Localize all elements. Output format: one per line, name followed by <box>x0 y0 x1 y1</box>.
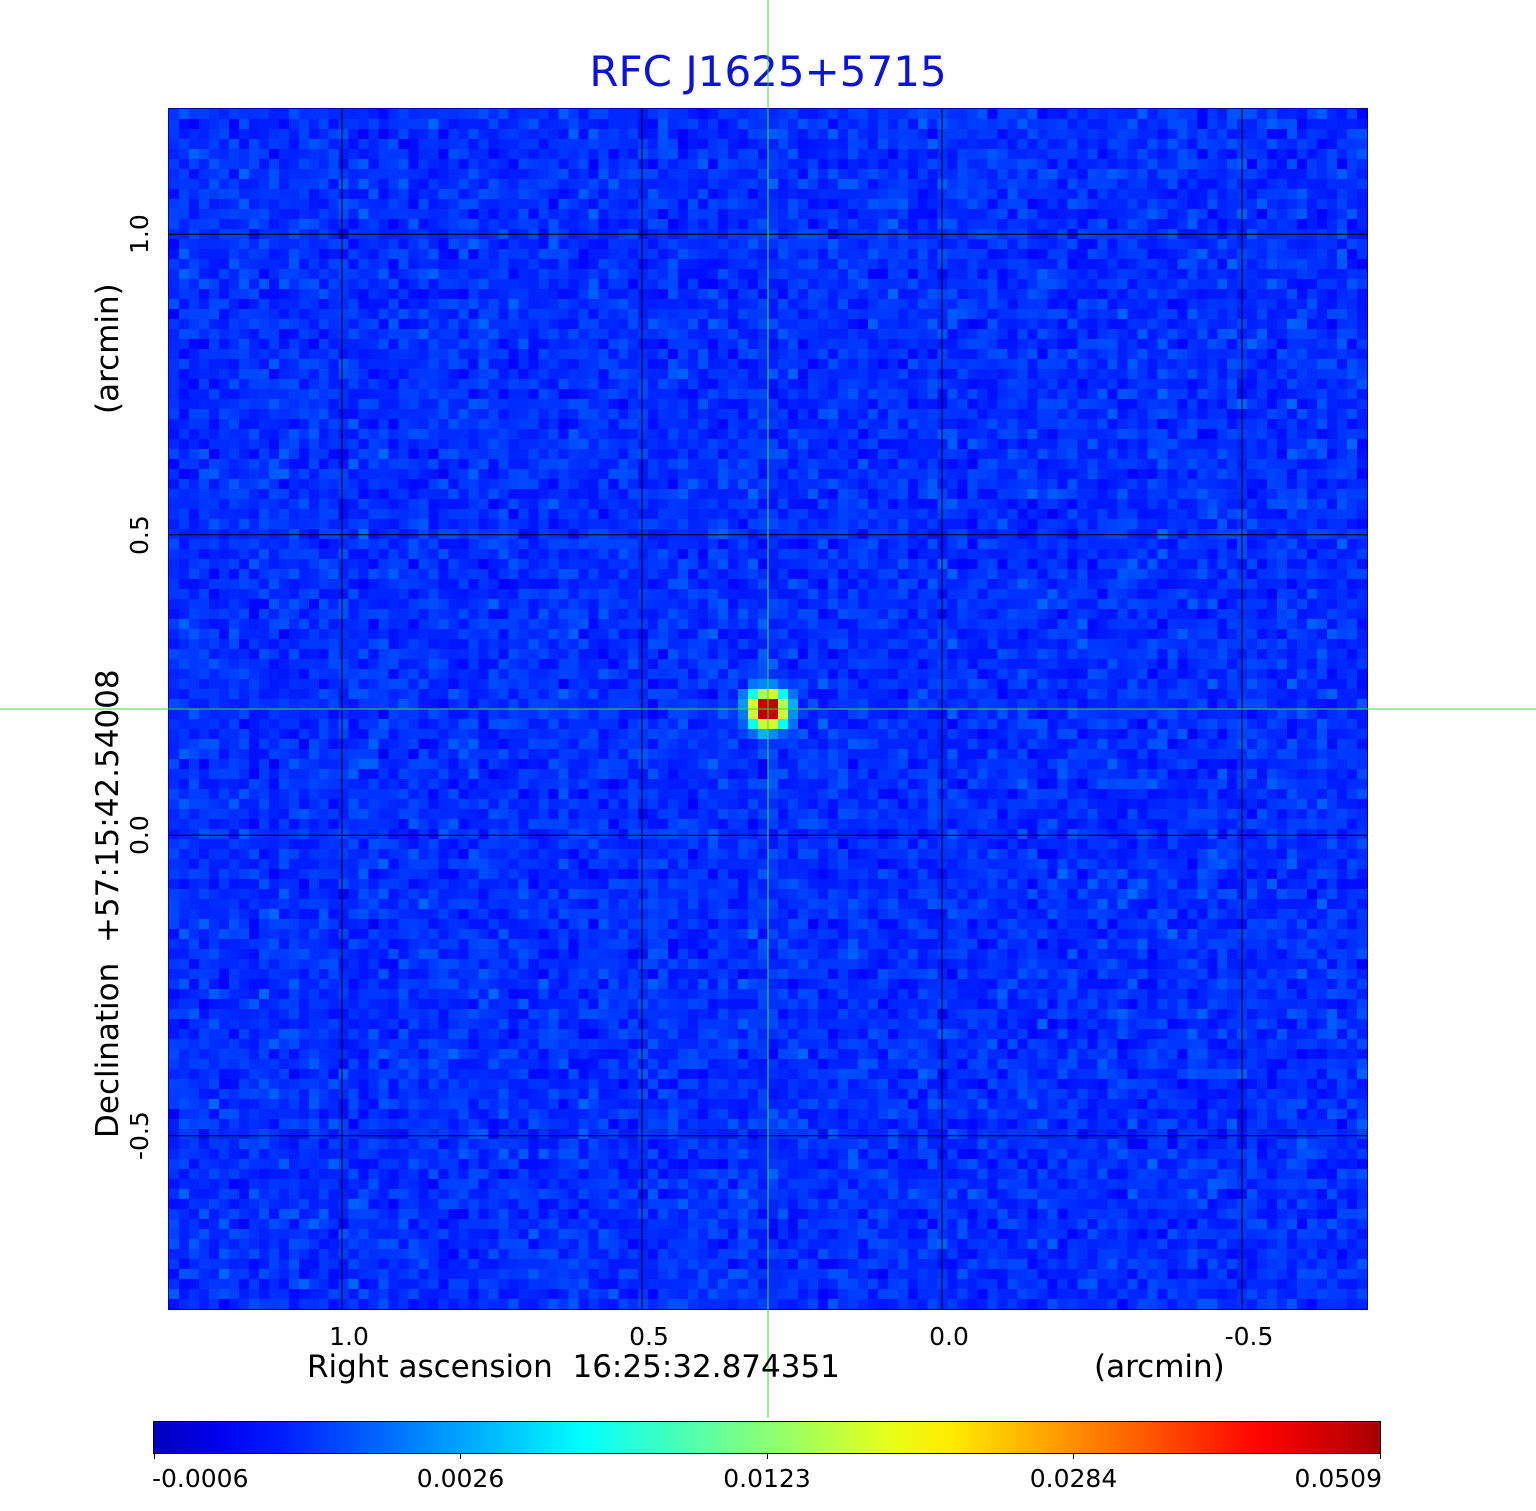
colorbar-tick-label: -0.0006 <box>152 1464 249 1493</box>
colorbar-tick-label: 0.0026 <box>416 1464 505 1493</box>
colorbar-tick-mark <box>1379 1453 1381 1459</box>
y-tick-label: 1.0 <box>125 214 154 255</box>
y-axis-unit: (arcmin) <box>90 283 126 414</box>
colorbar-tick-label: 0.0123 <box>723 1464 811 1493</box>
x-tick-label: 0.5 <box>629 1322 669 1351</box>
colorbar-tick-mark <box>460 1453 461 1459</box>
x-tick-label: 0.0 <box>929 1322 969 1351</box>
y-tick-label: 0.5 <box>125 514 154 555</box>
x-axis-label: Right ascension 16:25:32.874351 <box>307 1349 840 1385</box>
intensity-heatmap <box>169 109 1367 1309</box>
sky-image-map <box>168 108 1368 1310</box>
y-tick-label: -0.5 <box>125 1111 154 1161</box>
x-tick-label: 1.0 <box>329 1322 369 1351</box>
x-axis-unit: (arcmin) <box>1094 1349 1225 1385</box>
colorbar-tick-label: 0.0509 <box>1294 1464 1382 1493</box>
y-tick-label: 0.0 <box>125 815 154 856</box>
colorbar-tick-mark <box>1073 1453 1074 1459</box>
colorbar-tick-label: 0.0284 <box>1029 1464 1118 1493</box>
colorbar-tick-mark <box>153 1453 155 1459</box>
colorbar-tick-mark <box>766 1453 768 1459</box>
colorbar <box>153 1421 1381 1454</box>
chart-title: RFC J1625+5715 <box>589 47 947 96</box>
y-axis-label: Declination +57:15:42.54008 <box>90 669 126 1138</box>
x-tick-label: -0.5 <box>1224 1322 1274 1351</box>
